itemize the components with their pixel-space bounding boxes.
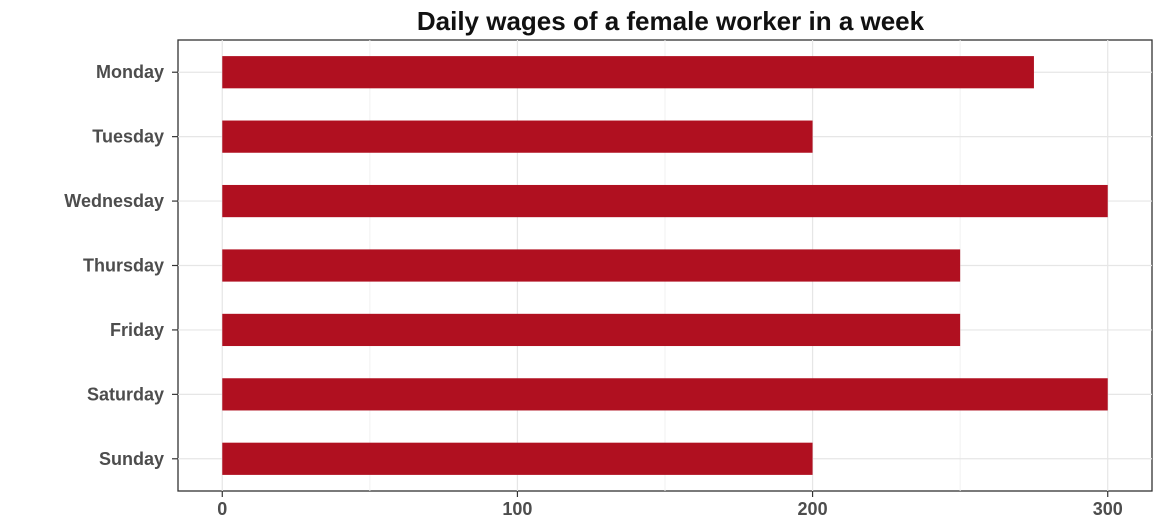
bar-wednesday [222, 184, 1108, 218]
bar-tuesday [222, 120, 813, 153]
x-tick-label: 100 [502, 499, 532, 516]
x-tick-label: 0 [217, 499, 227, 516]
x-axis-ticks: 0 100 200 300 [217, 491, 1123, 516]
chart-title: Daily wages of a female worker in a week [416, 6, 925, 36]
bars [222, 56, 1108, 475]
x-tick-label: 300 [1093, 499, 1123, 516]
bar-saturday [222, 378, 1108, 411]
y-tick-label: Sunday [99, 449, 164, 469]
y-tick-label: Tuesday [92, 127, 164, 147]
bar-monday [222, 56, 1034, 89]
bar-friday [222, 313, 961, 347]
y-tick-label: Thursday [83, 256, 164, 276]
y-tick-label: Friday [110, 320, 164, 340]
y-tick-label: Monday [96, 62, 164, 82]
y-axis-ticks: Monday Tuesday Wednesday Thursday Friday Satu… [64, 62, 178, 469]
x-tick-label: 200 [798, 499, 828, 516]
y-tick-label: Wednesday [64, 191, 164, 211]
y-tick-label: Saturday [87, 384, 164, 404]
bar-thursday [222, 249, 961, 282]
bar-sunday [222, 442, 813, 475]
